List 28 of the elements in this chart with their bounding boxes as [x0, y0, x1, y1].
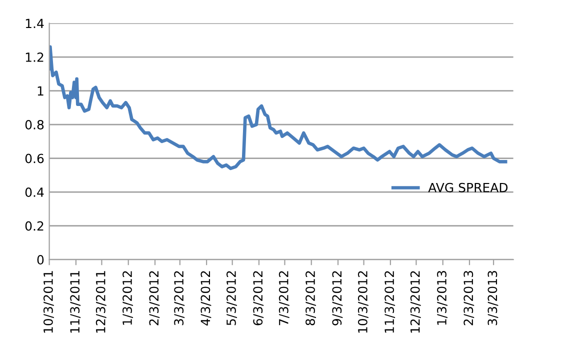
- y-tick-label: 0.4: [25, 188, 44, 197]
- x-tick-label: 12/3/2011: [96, 271, 106, 333]
- x-tick-label: 5/3/2012: [226, 271, 237, 326]
- y-tick-label: 1.2: [26, 52, 44, 62]
- x-tick-label: 9/3/2012: [332, 271, 343, 326]
- x-tick-label: 6/3/2012: [253, 271, 264, 326]
- x-tick-label: 3/3/2012: [174, 271, 185, 326]
- x-tick-label: 2/3/2012: [149, 271, 160, 326]
- x-tick-label: 4/3/2012: [200, 271, 212, 326]
- x-tick-label: 2/3/2013: [464, 270, 474, 326]
- line-series: [49, 45, 508, 170]
- y-tick-label: 0.6: [25, 154, 44, 164]
- x-tick-label: 10/3/2012: [358, 271, 368, 333]
- y-tick-label: 1.4: [26, 18, 44, 28]
- x-tick-label: 12/3/2012: [410, 271, 421, 333]
- y-tick-label: 1: [38, 86, 44, 96]
- x-tick-label: 1/3/2013: [437, 270, 448, 325]
- y-tick-label: 0: [37, 255, 44, 264]
- y-tick-label: 0.2: [25, 221, 44, 231]
- x-tick-label: 3/3/2013: [488, 270, 498, 326]
- x-tick-label: 7/3/2012: [278, 271, 290, 326]
- x-tick-label: 10/3/2011: [43, 271, 54, 333]
- x-tick-label: 11/3/2012: [384, 271, 396, 333]
- legend-label: AVG SPREAD: [428, 182, 508, 192]
- y-tick-label: 0.8: [25, 120, 44, 130]
- x-tick-label: 1/3/2012: [122, 271, 133, 325]
- x-tick-label: 8/3/2012: [306, 271, 316, 326]
- x-tick-label: 11/3/2011: [70, 271, 81, 333]
